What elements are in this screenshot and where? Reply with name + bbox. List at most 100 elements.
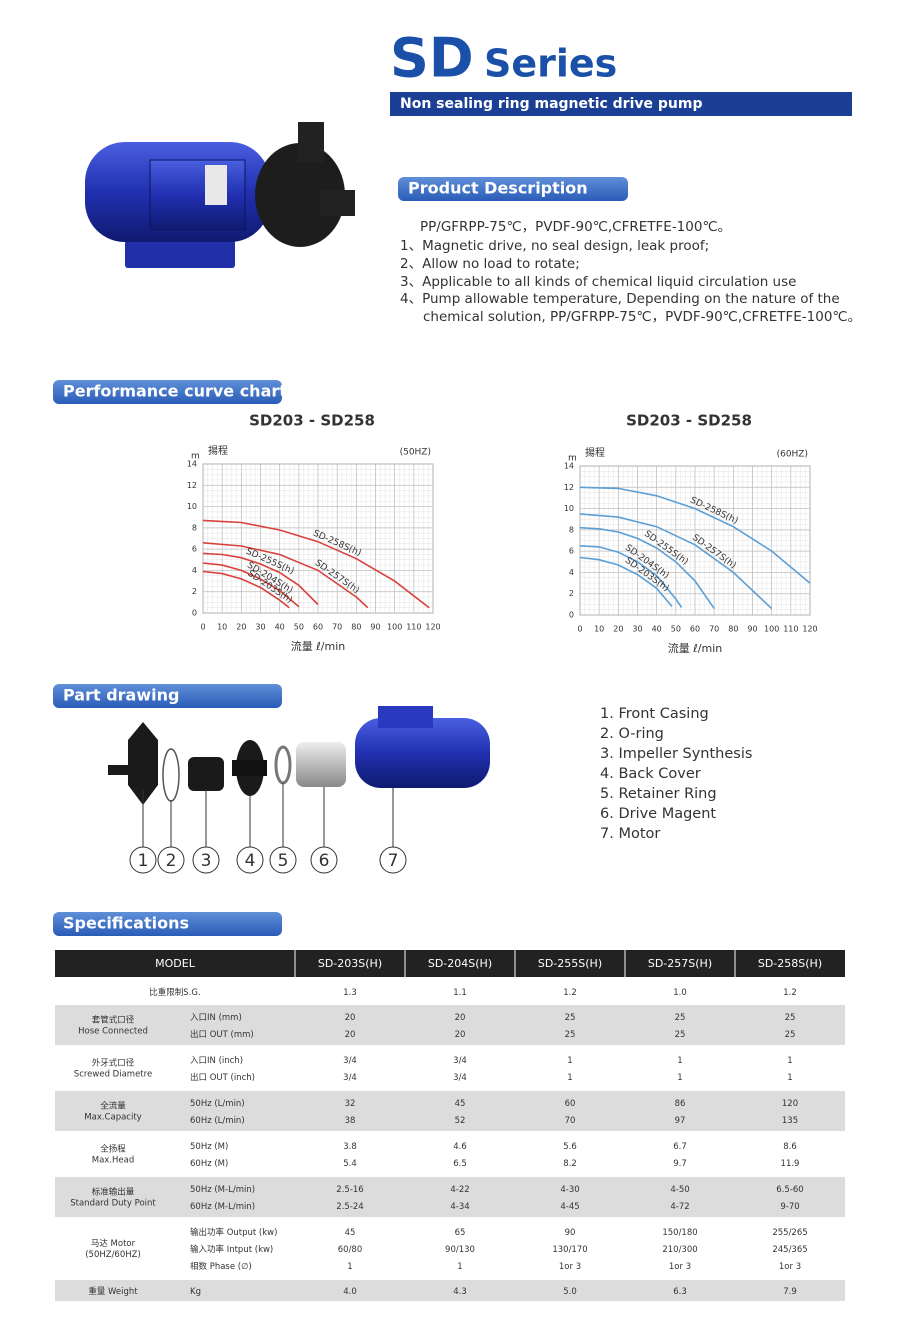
- table-cell: 150/180: [662, 1228, 697, 1238]
- y-tick-label: 0: [192, 609, 197, 618]
- row-label: 60Hz (L/min): [190, 1116, 245, 1126]
- x-tick-label: 30: [255, 623, 265, 632]
- y-tick-label: 10: [564, 504, 574, 513]
- table-cell: 1.2: [563, 988, 577, 998]
- table-cell: 6.5-60: [776, 1185, 803, 1195]
- subtitle-bar: [390, 92, 852, 116]
- callout-number: 4: [245, 851, 256, 871]
- group-label: 外牙式口径: [92, 1058, 135, 1069]
- table-cell: 25: [785, 1030, 796, 1040]
- callout-number: 6: [319, 851, 330, 871]
- pump-terminal: [149, 159, 246, 231]
- table-cell: 4.0: [343, 1287, 357, 1297]
- table-cell: 25: [565, 1013, 576, 1023]
- table-cell: 8.2: [563, 1159, 577, 1169]
- part-item: 4. Back Cover: [600, 766, 701, 782]
- x-tick-label: 30: [632, 625, 642, 634]
- x-tick-label: 40: [652, 625, 662, 634]
- row-label: 60Hz (M): [190, 1159, 228, 1169]
- table-cell: 4-34: [450, 1202, 469, 1212]
- table-cell: 3/4: [453, 1073, 467, 1083]
- pump-inlet: [298, 122, 324, 162]
- description-line: 1、Magnetic drive, no seal design, leak p…: [400, 238, 709, 254]
- table-cell: 20: [345, 1013, 356, 1023]
- table-cell: 1: [567, 1073, 572, 1083]
- table-cell: 20: [345, 1030, 356, 1040]
- row-label: 入口IN (mm): [190, 1013, 242, 1023]
- curve: [202, 519, 430, 609]
- y-tick-label: 14: [187, 460, 197, 469]
- group-label-en: Hose Connected: [78, 1027, 148, 1037]
- table-cell: 245/365: [772, 1245, 807, 1255]
- description-line: chemical solution, PP/GFRPP-75℃，PVDF-90℃…: [423, 309, 861, 325]
- pump-head: [255, 143, 345, 247]
- group-bg: [55, 1280, 845, 1301]
- table-cell: 4-22: [450, 1185, 469, 1195]
- part-item: 6. Drive Magent: [600, 806, 716, 822]
- table-header-cell: SD-257S(H): [648, 957, 712, 970]
- y-tick-label: 6: [569, 547, 574, 556]
- table-cell: 5.0: [563, 1287, 577, 1297]
- table-cell: 9.7: [673, 1159, 687, 1169]
- y-unit: m: [191, 452, 200, 462]
- x-tick-label: 50: [671, 625, 681, 634]
- heading-pill: [53, 684, 282, 708]
- heading-pill: [53, 380, 282, 404]
- y-tick-label: 4: [192, 566, 197, 575]
- x-tick-label: 40: [275, 623, 285, 632]
- pump-outlet: [320, 190, 355, 216]
- callout-circle: [236, 846, 264, 874]
- curve: [579, 545, 683, 608]
- table-cell: 4-45: [560, 1202, 579, 1212]
- row-label: 输出功率 Output (kw): [190, 1227, 277, 1238]
- y-tick-label: 12: [187, 481, 197, 490]
- x-tick-label: 110: [783, 625, 798, 634]
- part-motor-box: [378, 706, 433, 728]
- table-cell: 3.8: [343, 1142, 357, 1152]
- group-label: 比重限制S.G.: [149, 987, 200, 998]
- table-cell: 60/80: [338, 1245, 363, 1255]
- y-tick-label: 2: [569, 589, 574, 598]
- part-item: 2. O-ring: [600, 726, 664, 742]
- y-tick-label: 10: [187, 502, 197, 511]
- x-tick-label: 120: [425, 623, 440, 632]
- row-label: 50Hz (L/min): [190, 1099, 245, 1109]
- callout-circle: [269, 846, 297, 874]
- table-cell: 4-72: [670, 1202, 689, 1212]
- group-bg: [55, 1177, 845, 1217]
- group-label: 套管式口径: [92, 1015, 135, 1026]
- table-cell: 60: [565, 1099, 576, 1109]
- x-tick-label: 70: [709, 625, 719, 634]
- table-cell: 1: [567, 1056, 572, 1066]
- group-label-en: Max.Head: [92, 1156, 135, 1166]
- table-header-cell: MODEL: [155, 957, 196, 970]
- content-layer: PP/GFRPP-75℃，PVDF-90℃,CFRETFE-100℃。 1、Mag…: [55, 219, 861, 1301]
- part-heading: Part drawing: [63, 686, 179, 705]
- curve: [579, 556, 673, 608]
- table-cell: 9-70: [780, 1202, 799, 1212]
- row-label: 50Hz (M): [190, 1142, 228, 1152]
- part-item: 7. Motor: [600, 826, 660, 842]
- table-cell: 3/4: [343, 1056, 357, 1066]
- x-tick-label: 100: [764, 625, 779, 634]
- callout-circle: [129, 846, 157, 874]
- group-label: 马达 Motor: [91, 1238, 136, 1249]
- curve: [579, 486, 811, 584]
- curve: [579, 526, 715, 610]
- curve: [579, 513, 773, 610]
- table-cell: 25: [565, 1030, 576, 1040]
- x-tick-label: 80: [351, 623, 361, 632]
- x-tick-label: 60: [690, 625, 700, 634]
- row-label: 入口IN (inch): [190, 1056, 243, 1066]
- table-cell: 20: [455, 1013, 466, 1023]
- table-cell: 20: [455, 1030, 466, 1040]
- heading-pill: [53, 912, 282, 936]
- table-cell: 1: [677, 1073, 682, 1083]
- table-cell: 6.3: [673, 1287, 687, 1297]
- table-cell: 65: [455, 1228, 466, 1238]
- part-retainer-ring: [274, 745, 292, 785]
- pump-label: [205, 165, 227, 205]
- performance-heading: Performance curve chart: [63, 382, 287, 401]
- callout-circle: [310, 846, 338, 874]
